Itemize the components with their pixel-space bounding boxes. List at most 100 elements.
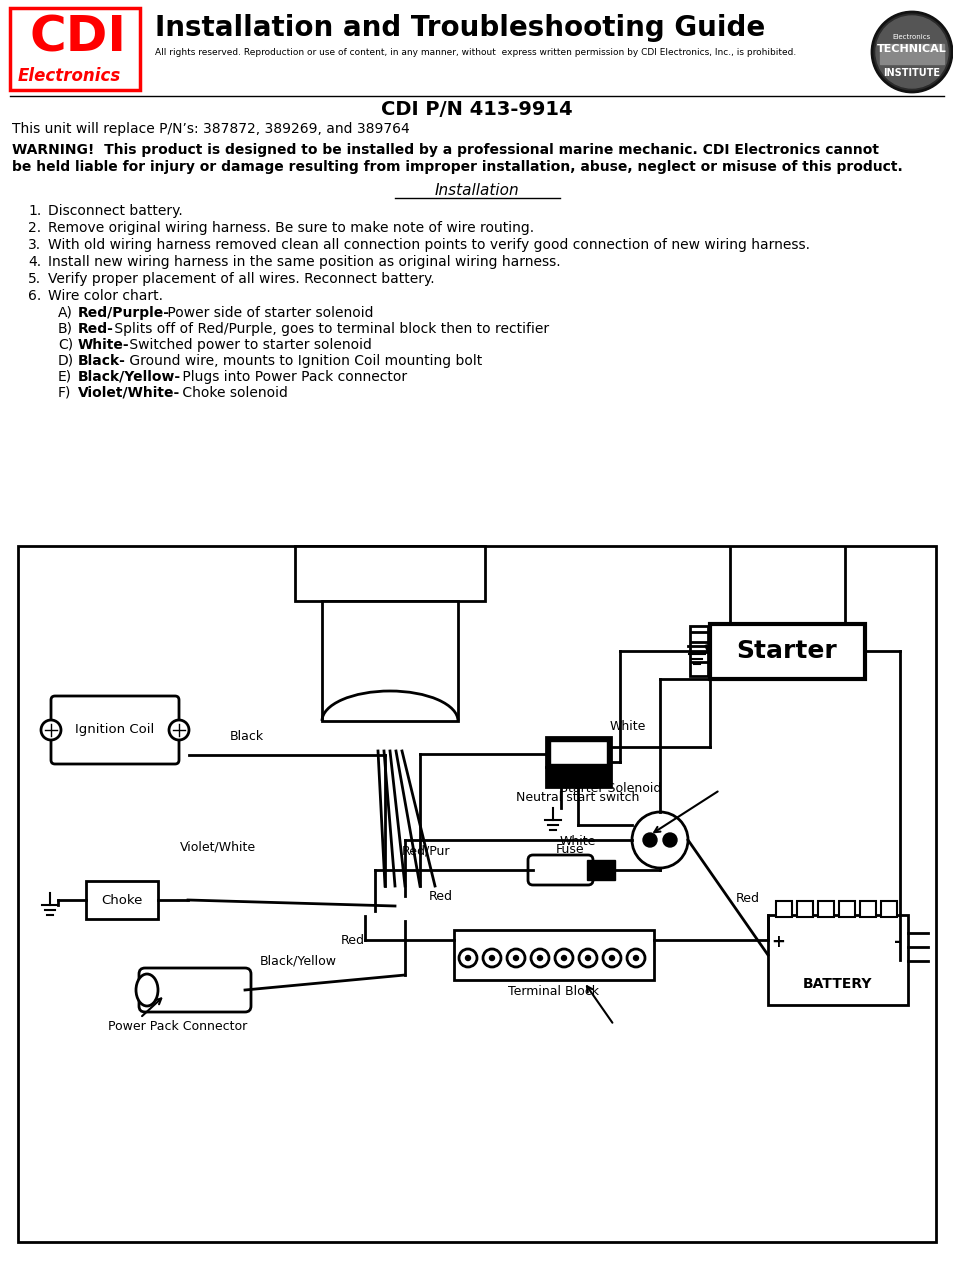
- Text: Red/Purple-: Red/Purple-: [78, 306, 170, 320]
- Text: Install new wiring harness in the same position as original wiring harness.: Install new wiring harness in the same p…: [48, 255, 560, 269]
- Text: Choke solenoid: Choke solenoid: [178, 387, 288, 399]
- Text: All rights reserved. Reproduction or use of content, in any manner, without  exp: All rights reserved. Reproduction or use…: [154, 47, 796, 58]
- FancyBboxPatch shape: [879, 44, 943, 64]
- Bar: [838, 901, 854, 916]
- Circle shape: [642, 833, 657, 847]
- Text: Power Pack Connector: Power Pack Connector: [108, 1020, 247, 1033]
- Text: be held liable for injury or damage resulting from improper installation, abuse,: be held liable for injury or damage resu…: [12, 160, 902, 174]
- Text: 4.: 4.: [28, 255, 41, 269]
- Text: Ground wire, mounts to Ignition Coil mounting bolt: Ground wire, mounts to Ignition Coil mou…: [126, 355, 482, 369]
- Text: Red: Red: [340, 933, 365, 946]
- Text: -: -: [893, 933, 901, 951]
- Text: D): D): [58, 355, 74, 369]
- Text: Fuse: Fuse: [555, 844, 583, 856]
- FancyBboxPatch shape: [51, 696, 179, 764]
- Text: Starter: Starter: [736, 639, 837, 663]
- Circle shape: [531, 948, 548, 966]
- Text: Red/Pur: Red/Pur: [401, 845, 450, 858]
- Text: TECHNICAL: TECHNICAL: [876, 44, 946, 54]
- Text: This unit will replace P/N’s: 387872, 389269, and 389764: This unit will replace P/N’s: 387872, 38…: [12, 122, 410, 136]
- Bar: [709, 623, 864, 678]
- Text: Disconnect battery.: Disconnect battery.: [48, 204, 183, 218]
- Text: Violet/White-: Violet/White-: [78, 387, 180, 399]
- Text: 3.: 3.: [28, 238, 41, 252]
- Text: BATTERY: BATTERY: [802, 977, 872, 991]
- Text: White: White: [559, 835, 596, 847]
- Circle shape: [561, 955, 566, 960]
- Text: Terminal Block: Terminal Block: [508, 986, 598, 998]
- Text: Plugs into Power Pack connector: Plugs into Power Pack connector: [178, 370, 407, 384]
- Circle shape: [609, 955, 614, 960]
- Text: With old wiring harness removed clean all connection points to verify good conne: With old wiring harness removed clean al…: [48, 238, 809, 252]
- Text: CDI P/N 413-9914: CDI P/N 413-9914: [381, 100, 572, 119]
- Text: Red-: Red-: [78, 323, 113, 335]
- Bar: [796, 901, 812, 916]
- Bar: [454, 931, 654, 980]
- FancyBboxPatch shape: [139, 968, 251, 1012]
- Circle shape: [633, 955, 638, 960]
- Circle shape: [585, 955, 590, 960]
- Text: Installation: Installation: [435, 183, 518, 198]
- Ellipse shape: [136, 974, 158, 1006]
- Text: Switched power to starter solenoid: Switched power to starter solenoid: [126, 338, 372, 352]
- Text: Black/Yellow-: Black/Yellow-: [78, 370, 181, 384]
- Bar: [859, 901, 875, 916]
- Text: Wire color chart.: Wire color chart.: [48, 289, 163, 303]
- Bar: [767, 915, 907, 1005]
- Circle shape: [875, 15, 947, 88]
- Circle shape: [871, 12, 951, 92]
- Text: Power side of starter solenoid: Power side of starter solenoid: [163, 306, 374, 320]
- Text: Remove original wiring harness. Be sure to make note of wire routing.: Remove original wiring harness. Be sure …: [48, 221, 534, 236]
- Text: White: White: [609, 719, 645, 733]
- Text: Electronics: Electronics: [18, 67, 121, 84]
- Circle shape: [513, 955, 518, 960]
- Text: Choke: Choke: [101, 893, 143, 906]
- Bar: [322, 602, 457, 721]
- Bar: [86, 881, 158, 919]
- Text: A): A): [58, 306, 72, 320]
- Bar: [689, 626, 707, 676]
- Text: 6.: 6.: [28, 289, 41, 303]
- Circle shape: [662, 833, 677, 847]
- Text: Black/Yellow: Black/Yellow: [260, 954, 336, 966]
- Text: Black-: Black-: [78, 355, 126, 369]
- Text: Verify proper placement of all wires. Reconnect battery.: Verify proper placement of all wires. Re…: [48, 271, 435, 285]
- Text: Starter Solenoid: Starter Solenoid: [559, 782, 660, 795]
- Bar: [586, 860, 615, 881]
- Text: 5.: 5.: [28, 271, 41, 285]
- Circle shape: [631, 812, 687, 868]
- Text: E): E): [58, 370, 72, 384]
- Circle shape: [602, 948, 620, 966]
- FancyBboxPatch shape: [527, 855, 593, 884]
- Text: 1.: 1.: [28, 204, 41, 218]
- Circle shape: [482, 948, 500, 966]
- Text: Ignition Coil: Ignition Coil: [75, 723, 154, 736]
- Text: Red: Red: [735, 892, 760, 905]
- Text: Black: Black: [230, 730, 264, 742]
- Text: Neutral start switch: Neutral start switch: [516, 791, 639, 804]
- Bar: [545, 737, 610, 787]
- Bar: [550, 741, 606, 764]
- Text: 2.: 2.: [28, 221, 41, 236]
- Text: F): F): [58, 387, 71, 399]
- Circle shape: [465, 955, 470, 960]
- Bar: [817, 901, 833, 916]
- Text: +: +: [770, 933, 784, 951]
- Text: Violet/White: Violet/White: [180, 840, 255, 852]
- Circle shape: [578, 948, 597, 966]
- Bar: [775, 901, 791, 916]
- Circle shape: [506, 948, 524, 966]
- Text: C): C): [58, 338, 73, 352]
- Circle shape: [626, 948, 644, 966]
- Text: Splits off of Red/Purple, goes to terminal block then to rectifier: Splits off of Red/Purple, goes to termin…: [111, 323, 549, 335]
- Text: CDI: CDI: [30, 14, 127, 61]
- Text: INSTITUTE: INSTITUTE: [882, 68, 940, 78]
- FancyBboxPatch shape: [10, 8, 140, 90]
- Circle shape: [537, 955, 542, 960]
- Text: WARNING!  This product is designed to be installed by a professional marine mech: WARNING! This product is designed to be …: [12, 143, 878, 157]
- Bar: [294, 547, 484, 602]
- Text: Electronics: Electronics: [892, 35, 930, 40]
- Bar: [880, 901, 896, 916]
- Circle shape: [458, 948, 476, 966]
- Circle shape: [41, 719, 61, 740]
